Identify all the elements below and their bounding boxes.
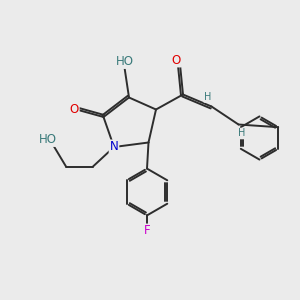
Text: N: N [110,140,118,154]
Text: F: F [144,224,150,238]
Text: O: O [70,103,79,116]
Text: H: H [238,128,246,139]
Text: H: H [204,92,211,102]
Text: HO: HO [39,133,57,146]
Text: HO: HO [116,55,134,68]
Text: O: O [172,53,181,67]
